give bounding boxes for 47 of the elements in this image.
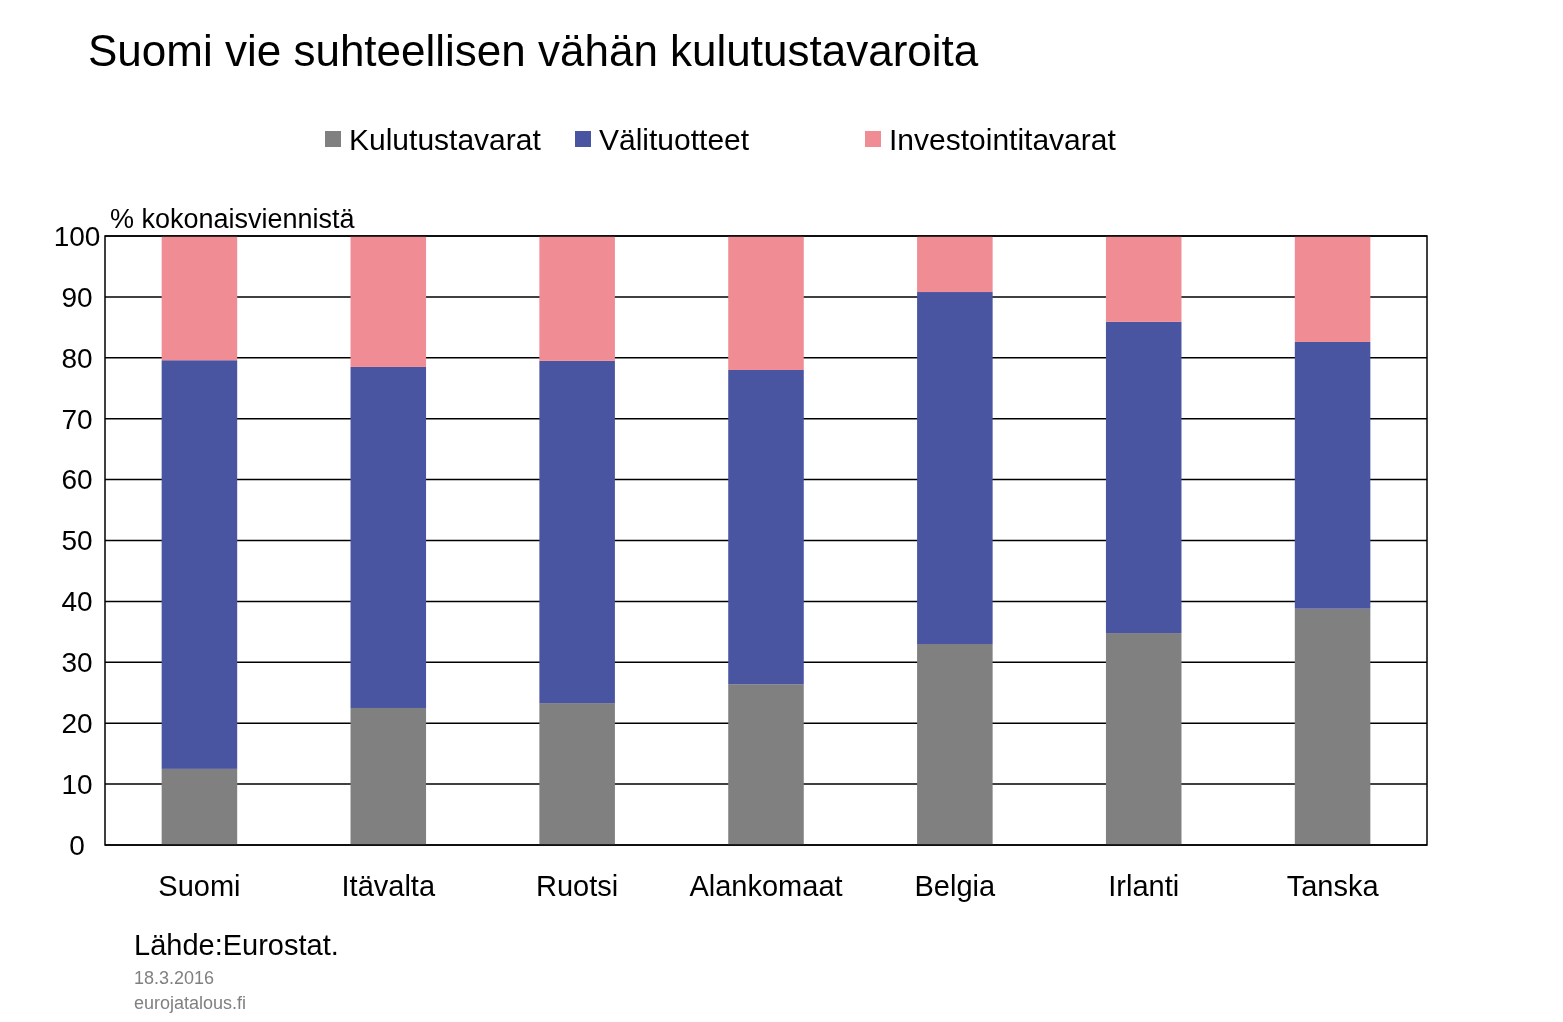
bar [539, 236, 615, 361]
legend-label: Välituotteet [599, 123, 750, 156]
x-tick-label: Ruotsi [536, 870, 619, 902]
bar [917, 644, 993, 845]
y-tick-label: 80 [61, 342, 93, 374]
x-tick-label: Tanska [1286, 870, 1380, 902]
text: eurojatalous.fi [134, 993, 247, 1013]
legend-label: Investointitavarat [889, 123, 1117, 156]
bar [539, 703, 615, 845]
bar [917, 236, 993, 293]
x-tick-label: Alankomaat [689, 870, 843, 902]
bar [350, 707, 427, 845]
y-tick-label: 0 [69, 829, 85, 861]
bar [728, 369, 804, 685]
bar [1294, 608, 1371, 845]
y-tick-label: 10 [61, 768, 93, 800]
bar [350, 366, 427, 708]
bar [1105, 633, 1182, 845]
bar [161, 768, 238, 845]
text: Lähde:Eurostat. [134, 929, 339, 961]
chart-title: Suomi vie suhteellisen vähän kulutustavaroita [88, 26, 979, 75]
y-tick-label: 20 [61, 708, 93, 739]
bar [1294, 341, 1371, 609]
bar [161, 360, 238, 769]
x-tick-label: Irlanti [1108, 870, 1180, 902]
y-tick-label: 60 [61, 464, 93, 496]
bar [1105, 236, 1182, 322]
bar [917, 292, 993, 645]
y-tick-label: 50 [61, 525, 93, 557]
y-axis-title: % kokonaisviennistä [110, 204, 356, 234]
bar [350, 236, 427, 367]
bar [1294, 236, 1371, 342]
bar [539, 360, 615, 704]
bar [161, 236, 238, 361]
x-tick-label: Itävalta [341, 870, 436, 902]
legend-label: Kulutustavarat [349, 123, 542, 156]
y-tick-label: 90 [61, 281, 93, 313]
y-tick-label: 30 [61, 647, 93, 679]
x-tick-label: Suomi [158, 870, 241, 902]
bar [1105, 321, 1182, 634]
y-tick-label: 70 [61, 403, 93, 435]
y-tick-label: 100 [53, 220, 101, 252]
bar [728, 684, 804, 845]
bar [728, 236, 804, 370]
x-tick-label: Belgia [914, 870, 997, 902]
y-tick-label: 40 [61, 586, 93, 618]
text: 18.3.2016 [134, 968, 215, 988]
